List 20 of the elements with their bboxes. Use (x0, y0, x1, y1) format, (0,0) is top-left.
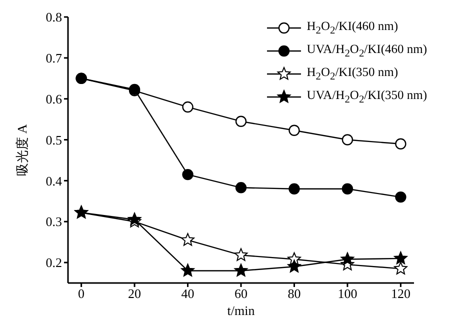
x-tick-label: 80 (288, 286, 301, 302)
y-tick-label: 0.4 (46, 173, 62, 188)
y-tick-label: 0.5 (46, 132, 62, 148)
y-axis-title: 吸光度 A (14, 124, 30, 176)
y-tick-label: 0.6 (46, 91, 62, 106)
y-tick-label: 0.3 (46, 214, 62, 230)
x-axis-title: t/min (227, 303, 256, 318)
x-tick-label: 60 (234, 286, 248, 302)
x-tick-label: 40 (181, 286, 194, 302)
legend-label: H$_{2}$O$_{2}$/KI(350 nm) (306, 64, 398, 82)
y-tick-label: 0.8 (46, 10, 62, 25)
x-tick-label: 100 (338, 286, 358, 302)
y-tick-label: 0.2 (46, 255, 62, 270)
x-tick-label: 0 (78, 286, 85, 302)
legend-label: H$_{2}$O$_{2}$/KI(460 nm) (306, 18, 398, 36)
x-tick-label: 20 (128, 286, 142, 302)
x-tick-label: 120 (390, 286, 410, 302)
legend-label: UVA/H$_{2}$O$_{2}$/KI(460 nm) (306, 42, 427, 60)
legend-label: UVA/H$_{2}$O$_{2}$/KI(350 nm) (306, 88, 427, 106)
y-tick-label: 0.7 (46, 50, 62, 66)
